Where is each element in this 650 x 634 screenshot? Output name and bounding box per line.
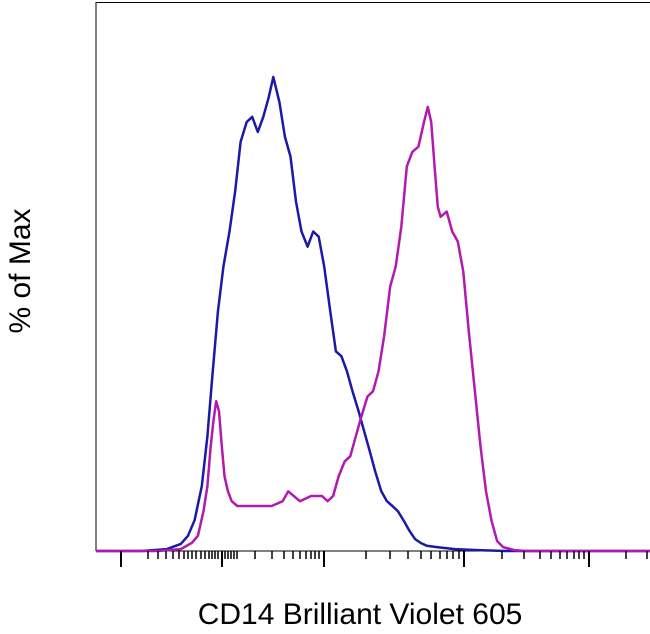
series-line-2 <box>96 105 650 553</box>
plot-frame <box>95 2 650 552</box>
y-axis-label: % of Max <box>4 208 37 333</box>
x-axis-ticks <box>120 551 648 567</box>
x-axis-label: CD14 Brilliant Violet 605 <box>198 598 523 631</box>
series-line-1 <box>96 75 650 553</box>
series-lines <box>96 75 650 553</box>
